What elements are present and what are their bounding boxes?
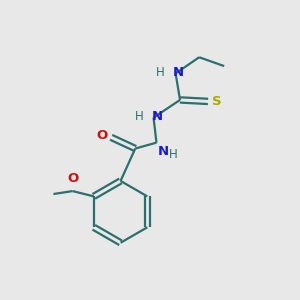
Text: O: O	[67, 172, 78, 184]
Text: N: N	[152, 110, 163, 123]
Text: H: H	[134, 110, 143, 123]
Text: H: H	[156, 66, 164, 80]
Text: H: H	[169, 148, 178, 161]
Text: O: O	[96, 129, 108, 142]
Text: N: N	[173, 66, 184, 80]
Text: S: S	[212, 95, 222, 108]
Text: N: N	[158, 145, 169, 158]
